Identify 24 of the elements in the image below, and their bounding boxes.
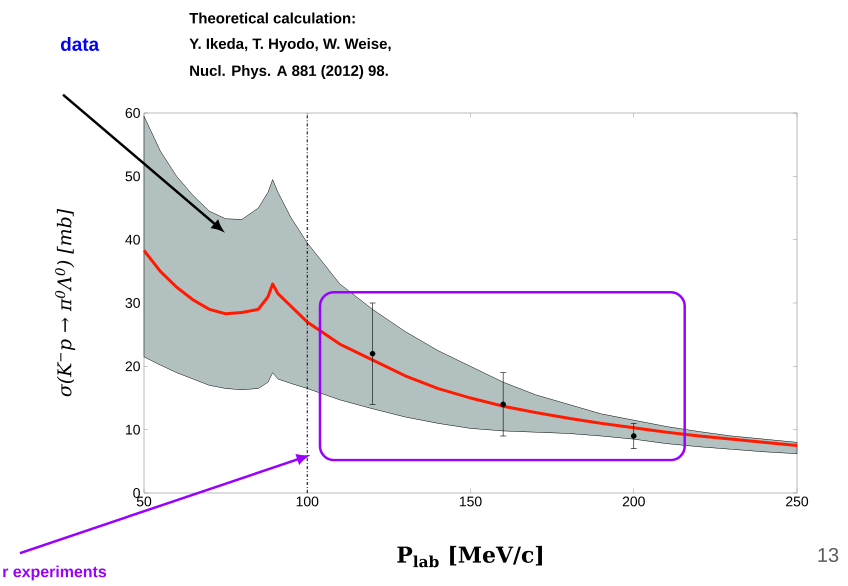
text: data — [60, 37, 100, 51]
y-tick-label: 0 — [133, 488, 140, 498]
x-tick-label: 250 — [786, 496, 808, 506]
text: Y. Ikeda, T. Hyodo, W. Weise, — [189, 38, 391, 52]
y-tick-label: 40 — [125, 234, 140, 245]
point — [370, 350, 376, 356]
x-tick-label: 50 — [136, 496, 152, 506]
y-axis-title: σ(K$^{−}$p → π$^{0}$Λ$^{0}$) [mb] — [55, 208, 76, 396]
y-tick-label: 10 — [126, 424, 140, 435]
line-series — [142, 248, 799, 447]
x-tick-label: 200 — [622, 496, 645, 506]
y-tick-label: 30 — [125, 298, 140, 308]
text: Nucl. Phys. A 881 (2012) 98. — [190, 65, 388, 79]
y-tick-label: 50 — [126, 171, 140, 182]
x-tick-label: 100 — [296, 496, 318, 506]
text: 13 — [818, 548, 838, 562]
text: Theoretical calculation: — [189, 12, 355, 24]
point — [500, 402, 506, 408]
point — [630, 433, 637, 439]
y-tick-label: 20 — [126, 361, 140, 372]
y-tick-label: 60 — [126, 108, 140, 118]
x-axis-title: P$_{lab}$ [MeV/c] — [397, 546, 542, 568]
text: r experiments — [3, 566, 106, 580]
x-tick-label: 150 — [460, 496, 482, 506]
